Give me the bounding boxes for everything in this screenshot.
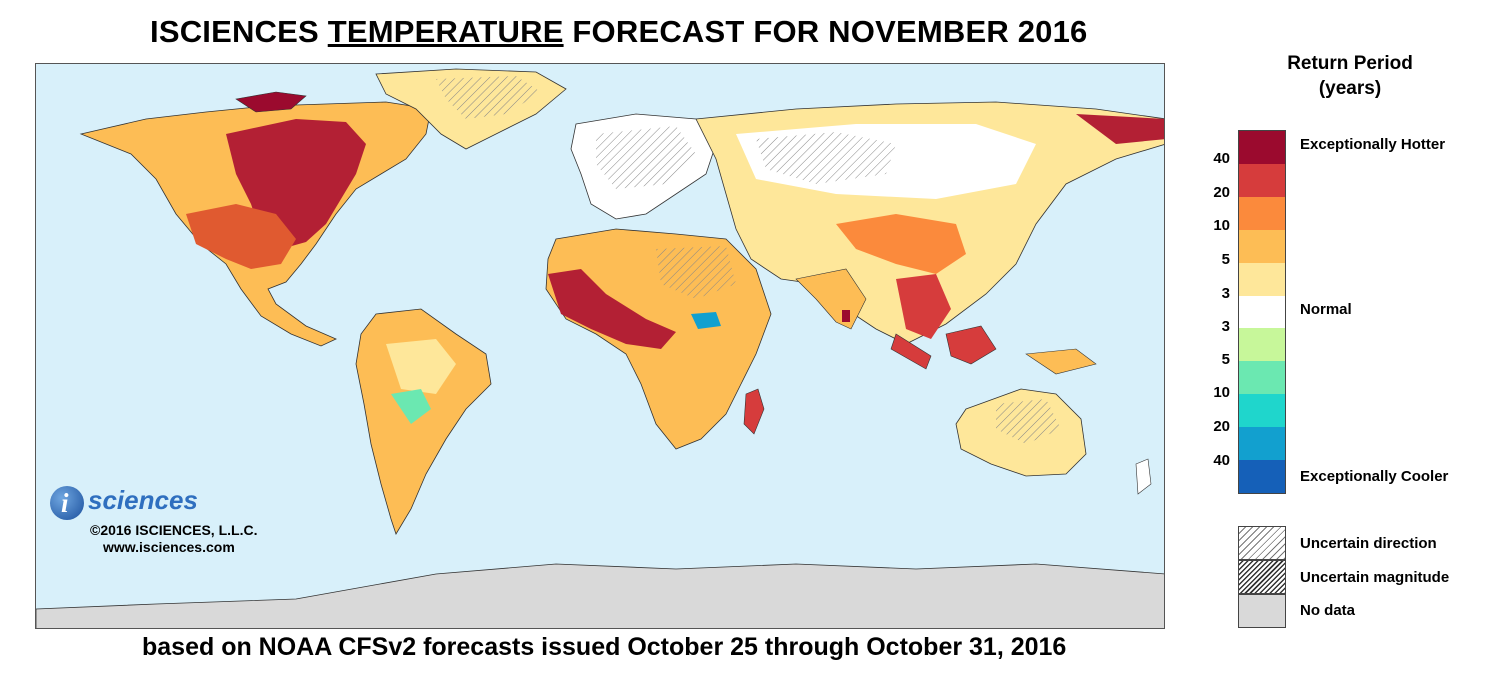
south-america-cool (391, 389, 431, 424)
color-scale-segment (1239, 163, 1285, 197)
website-link[interactable]: www.isciences.com (103, 539, 235, 555)
world-map-canvas (36, 68, 1164, 628)
legend-cooler-label: Exceptionally Cooler (1300, 468, 1449, 485)
africa-hatch (656, 246, 736, 299)
uncertain-direction-swatch (1238, 526, 1286, 560)
legend-tick: 5 (1221, 351, 1230, 368)
logo-circle-icon (50, 486, 84, 520)
greenland-hatch (436, 76, 541, 119)
south-america-normal (386, 339, 456, 394)
legend-tick: 3 (1221, 285, 1230, 302)
new-guinea (1025, 348, 1097, 375)
color-scale-segment (1239, 361, 1285, 395)
west-africa-hot (548, 269, 676, 349)
siberia-hatch (756, 132, 896, 184)
legend-normal-label: Normal (1300, 301, 1352, 318)
color-scale-segment (1239, 196, 1285, 230)
logo-wordmark: sciences (88, 485, 198, 515)
map-title: ISCIENCES TEMPERATURE FORECAST FOR NOVEM… (150, 14, 1088, 50)
color-scale-segment (1239, 460, 1285, 493)
madagascar (743, 388, 765, 435)
new-zealand (1135, 458, 1152, 495)
legend-title: Return Period (years) (1250, 51, 1450, 101)
sumatra (890, 333, 932, 370)
legend-title-line2: (years) (1318, 78, 1382, 99)
copyright-text: ©2016 ISCIENCES, L.L.C. (90, 522, 258, 538)
china-hot (836, 214, 966, 274)
legend-tick: 20 (1213, 184, 1230, 201)
sri-lanka (842, 310, 850, 322)
color-scale-segment (1239, 229, 1285, 263)
logo-letter: i (61, 488, 69, 518)
se-asia-hot (896, 274, 951, 339)
color-scale (1238, 130, 1286, 494)
borneo (945, 325, 997, 365)
color-scale-segment (1239, 262, 1285, 296)
legend-tick: 40 (1213, 452, 1230, 469)
south-america (355, 308, 492, 535)
world-map (35, 63, 1165, 629)
antarctica (36, 563, 1164, 628)
title-variable: TEMPERATURE (327, 14, 564, 49)
color-scale-segment (1239, 427, 1285, 461)
title-period: FORECAST FOR NOVEMBER 2016 (572, 14, 1088, 49)
color-scale-segment (1239, 328, 1285, 362)
color-scale-segment (1239, 295, 1285, 329)
uncertain-magnitude-label: Uncertain magnitude (1300, 569, 1450, 586)
legend-tick: 5 (1221, 251, 1230, 268)
australia-hatch (996, 399, 1061, 444)
legend-tick: 10 (1213, 217, 1230, 234)
uncertain-direction-label: Uncertain direction (1300, 535, 1437, 552)
no-data-swatch (1238, 594, 1286, 628)
no-data-label: No data (1300, 602, 1356, 619)
legend-title-line1: Return Period (1287, 53, 1413, 74)
color-scale-segment (1239, 131, 1285, 164)
arctic-russia-hot (1076, 114, 1164, 144)
uncertain-magnitude-swatch (1238, 560, 1286, 594)
color-scale-segment (1239, 394, 1285, 428)
forecast-source-note: based on NOAA CFSv2 forecasts issued Oct… (142, 633, 1067, 661)
usa-central (186, 204, 296, 269)
east-africa-cool (691, 312, 721, 329)
legend-tick: 10 (1213, 384, 1230, 401)
legend-tick: 20 (1213, 418, 1230, 435)
europe-hatch (596, 126, 696, 189)
legend-tick: 40 (1213, 150, 1230, 167)
title-org: ISCIENCES (150, 14, 319, 49)
arctic-islands (235, 91, 307, 113)
legend-tick: 3 (1221, 318, 1230, 335)
legend-hotter-label: Exceptionally Hotter (1300, 136, 1446, 153)
